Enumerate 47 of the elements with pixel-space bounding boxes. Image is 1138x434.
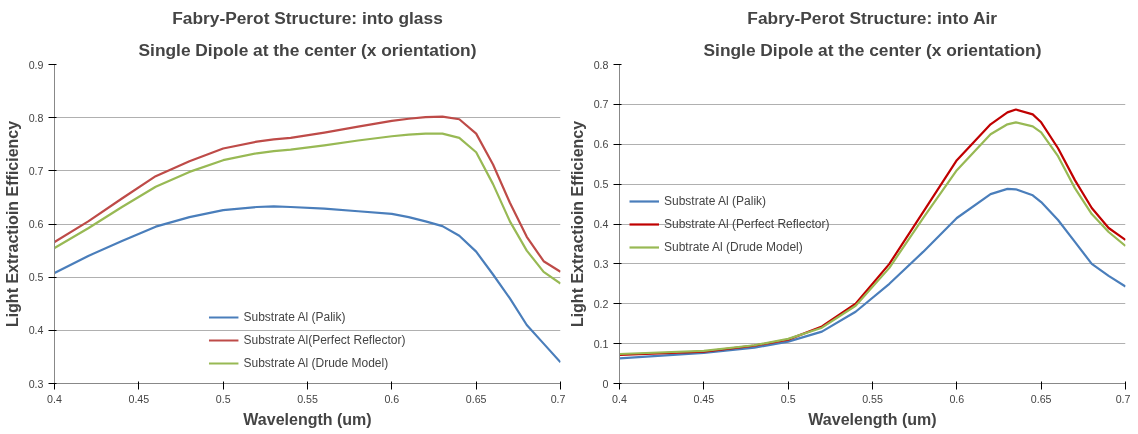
x-tick-label: 0.4 xyxy=(47,392,62,405)
y-tick-label: 0.4 xyxy=(593,218,609,230)
y-axis-title: Light Extractioin Efficiency xyxy=(568,120,586,328)
line-series xyxy=(619,187,1126,360)
x-tick-label: 0.45 xyxy=(693,392,715,405)
y-tick-label: 0.3 xyxy=(28,377,44,390)
y-tick-label: 0.9 xyxy=(28,58,44,71)
y-tick-label: 0.4 xyxy=(28,324,44,337)
x-tick-label: 0.55 xyxy=(862,392,883,405)
x-tick-label: 0.7 xyxy=(1115,392,1131,405)
x-tick-label: 0.65 xyxy=(465,392,487,405)
chart-subtitle: Single Dipole at the center (x orientation) xyxy=(703,39,1042,60)
x-tick-label: 0.45 xyxy=(128,392,150,405)
y-tick-label: 0.8 xyxy=(593,58,609,71)
legend-label: Substrate Al (Drude Model) xyxy=(243,356,389,370)
chart-title: Fabry-Perot Structure: into Air xyxy=(747,7,998,28)
line-series xyxy=(54,115,561,273)
y-tick-label: 0.5 xyxy=(28,271,44,284)
y-tick-label: 0.6 xyxy=(28,218,44,230)
x-axis-title: Wavelength (um) xyxy=(808,410,937,428)
legend-label: Subtrate Al (Drude Model) xyxy=(664,239,803,254)
legend-label: Substrate Al (Palik) xyxy=(664,193,767,208)
x-tick-label: 0.5 xyxy=(215,392,231,405)
y-tick-label: 0.7 xyxy=(593,98,609,111)
legend-label: Substrate Al (Palik) xyxy=(243,310,346,324)
y-tick-label: 0.7 xyxy=(28,164,44,177)
x-tick-label: 0.4 xyxy=(612,392,627,405)
x-tick-label: 0.7 xyxy=(550,392,566,405)
x-tick-label: 0.5 xyxy=(780,392,796,405)
y-tick-label: 0.8 xyxy=(28,111,44,124)
chart-title: Fabry-Perot Structure: into glass xyxy=(172,7,443,28)
legend-label: Substrate Al(Perfect Reflector) xyxy=(243,333,406,347)
y-tick-label: 0.3 xyxy=(593,257,609,270)
y-tick-label: 0.1 xyxy=(593,337,609,350)
x-tick-label: 0.6 xyxy=(949,392,965,405)
legend-label: Substrate Al (Perfect Reflector) xyxy=(664,216,830,231)
x-tick-label: 0.55 xyxy=(297,392,318,405)
x-tick-label: 0.6 xyxy=(384,392,400,405)
chart-subtitle: Single Dipole at the center (x orientation) xyxy=(138,39,477,60)
x-tick-label: 0.65 xyxy=(1030,392,1052,405)
y-tick-label: 0.2 xyxy=(593,297,609,310)
x-axis-title: Wavelength (um) xyxy=(243,410,372,428)
line-series xyxy=(54,132,561,285)
y-tick-label: 0.5 xyxy=(593,178,609,191)
y-tick-label: 0 xyxy=(602,377,609,390)
y-axis-title: Light Extractioin Efficiency xyxy=(3,120,21,328)
y-tick-label: 0.6 xyxy=(593,138,609,151)
